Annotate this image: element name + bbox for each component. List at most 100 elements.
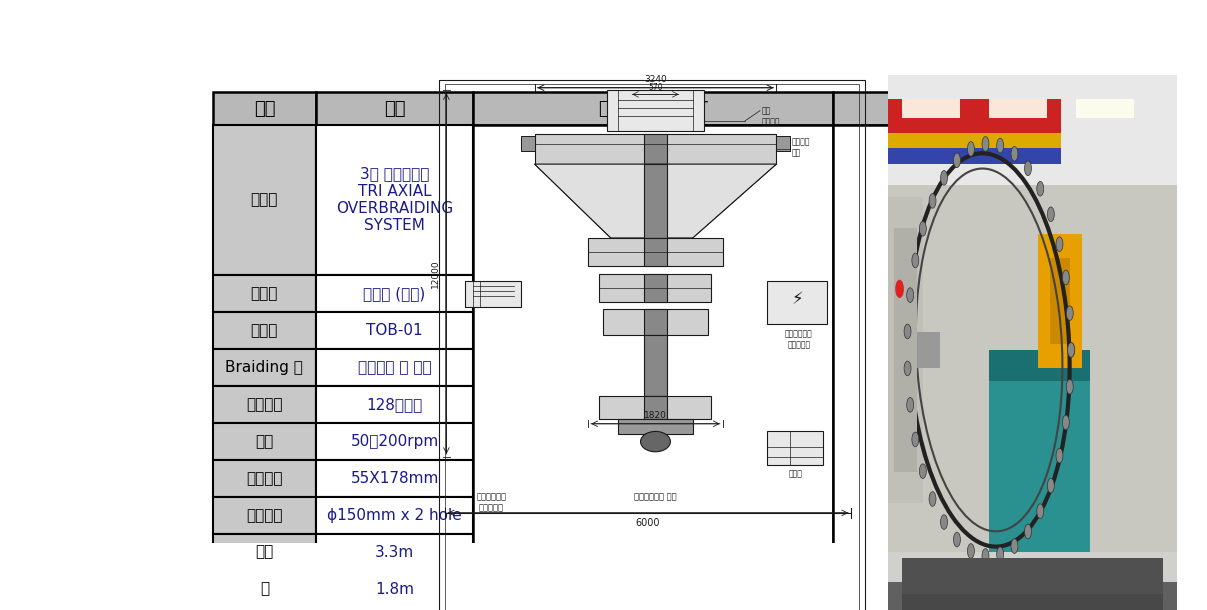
Bar bbox=[768, 281, 827, 325]
Circle shape bbox=[904, 361, 911, 376]
Bar bbox=[990, 381, 1090, 551]
Text: 3축 블레이딩기
TRI AXIAL
OVERBRAIDING
SYSTEM: 3축 블레이딩기 TRI AXIAL OVERBRAIDING SYSTEM bbox=[336, 167, 454, 234]
Bar bbox=[212, 125, 316, 275]
Bar bbox=[888, 99, 1061, 136]
Bar bbox=[776, 136, 789, 151]
Bar bbox=[618, 418, 693, 434]
Circle shape bbox=[1037, 181, 1044, 196]
Bar bbox=[1038, 234, 1081, 368]
Circle shape bbox=[896, 279, 904, 298]
Bar bbox=[316, 349, 473, 386]
Circle shape bbox=[1037, 504, 1044, 518]
Circle shape bbox=[1068, 343, 1074, 357]
Bar bbox=[212, 275, 316, 312]
Circle shape bbox=[982, 137, 989, 151]
Bar bbox=[990, 350, 1090, 381]
Bar bbox=[212, 312, 316, 349]
Bar bbox=[645, 238, 666, 266]
Bar bbox=[600, 396, 711, 418]
Circle shape bbox=[1025, 161, 1032, 176]
Text: 설비사진: 설비사진 bbox=[929, 99, 973, 118]
Bar bbox=[888, 75, 1177, 185]
Bar bbox=[888, 148, 1061, 163]
Circle shape bbox=[1068, 343, 1074, 357]
Bar bbox=[888, 197, 922, 503]
Bar bbox=[917, 332, 940, 368]
Circle shape bbox=[1048, 207, 1055, 221]
Text: 오버브레이딩
전기제어함: 오버브레이딩 전기제어함 bbox=[785, 329, 812, 349]
Circle shape bbox=[1066, 379, 1073, 394]
Polygon shape bbox=[535, 164, 776, 238]
Bar bbox=[888, 551, 1177, 610]
Bar bbox=[316, 93, 473, 125]
Text: 설비  LAY-OUT: 설비 LAY-OUT bbox=[599, 99, 707, 118]
Circle shape bbox=[911, 432, 919, 447]
Circle shape bbox=[954, 153, 961, 168]
Bar bbox=[768, 431, 823, 464]
Bar bbox=[521, 136, 535, 151]
Circle shape bbox=[1062, 270, 1069, 285]
Circle shape bbox=[940, 515, 947, 529]
Text: 보빈크기: 보빈크기 bbox=[246, 471, 282, 486]
Bar bbox=[316, 275, 473, 312]
Text: 길이: 길이 bbox=[256, 545, 274, 559]
Bar bbox=[316, 125, 473, 275]
Bar bbox=[316, 570, 473, 608]
Bar bbox=[316, 497, 473, 534]
Text: 설비명: 설비명 bbox=[251, 192, 278, 207]
Text: ϕ150mm x 2 hole: ϕ150mm x 2 hole bbox=[327, 508, 462, 523]
Circle shape bbox=[997, 138, 1003, 153]
Circle shape bbox=[968, 544, 974, 558]
Bar bbox=[645, 309, 666, 335]
Bar bbox=[212, 93, 316, 125]
Circle shape bbox=[641, 431, 670, 452]
Circle shape bbox=[904, 324, 911, 339]
Bar bbox=[990, 99, 1046, 118]
Bar bbox=[316, 386, 473, 423]
Circle shape bbox=[954, 533, 961, 547]
Circle shape bbox=[1011, 539, 1018, 553]
Text: 브레이딩
본체: 브레이딩 본체 bbox=[792, 138, 810, 157]
Circle shape bbox=[906, 288, 914, 303]
Circle shape bbox=[906, 398, 914, 412]
Text: ⚡: ⚡ bbox=[792, 290, 803, 308]
Bar bbox=[645, 164, 666, 238]
Circle shape bbox=[1056, 237, 1063, 251]
Bar bbox=[316, 423, 473, 460]
Circle shape bbox=[1062, 415, 1069, 429]
Text: 1.8m: 1.8m bbox=[375, 581, 414, 597]
Bar bbox=[212, 386, 316, 423]
Bar bbox=[604, 309, 707, 335]
Text: 1820: 1820 bbox=[645, 411, 667, 420]
Bar bbox=[473, 93, 833, 125]
Text: 맨드릴로 폭 조절: 맨드릴로 폭 조절 bbox=[357, 360, 431, 375]
Circle shape bbox=[929, 492, 935, 506]
Bar bbox=[1075, 99, 1133, 118]
Circle shape bbox=[920, 221, 926, 236]
Circle shape bbox=[1048, 478, 1055, 493]
Text: 오버브레이딩
작업테이블: 오버브레이딩 작업테이블 bbox=[477, 492, 506, 512]
Text: 집진
송풍장치: 집진 송풍장치 bbox=[762, 107, 780, 126]
Bar bbox=[535, 134, 776, 164]
Text: 오버브레이딩 본체: 오버브레이딩 본체 bbox=[634, 492, 677, 501]
Circle shape bbox=[920, 464, 926, 478]
Bar bbox=[316, 460, 473, 497]
Bar bbox=[212, 460, 316, 497]
Circle shape bbox=[982, 548, 989, 563]
Text: 티포엘 (국산): 티포엘 (국산) bbox=[363, 286, 426, 301]
Bar bbox=[645, 273, 666, 301]
Text: 속도: 속도 bbox=[256, 434, 274, 449]
Circle shape bbox=[929, 193, 935, 208]
Bar bbox=[888, 582, 1177, 610]
Text: 사양: 사양 bbox=[384, 99, 406, 118]
Bar bbox=[833, 93, 1069, 125]
Text: 모델명: 모델명 bbox=[251, 323, 278, 338]
Text: 폭: 폭 bbox=[260, 581, 269, 597]
Bar bbox=[588, 238, 723, 266]
Bar bbox=[473, 125, 833, 608]
Text: 3.3m: 3.3m bbox=[375, 545, 414, 559]
Text: 50～200rpm: 50～200rpm bbox=[350, 434, 438, 449]
Bar bbox=[893, 228, 917, 472]
Circle shape bbox=[968, 142, 974, 156]
Bar bbox=[212, 570, 316, 608]
